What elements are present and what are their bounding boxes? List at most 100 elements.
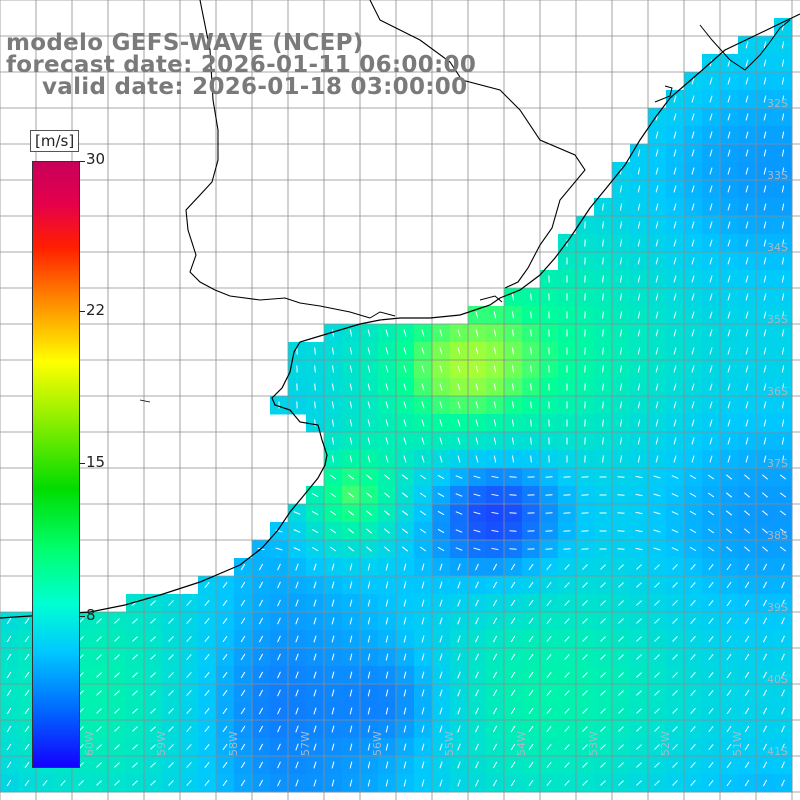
wind-arrow [691,329,695,337]
wind-arrow [114,780,120,786]
wind-arrow [439,653,443,661]
wind-arrow [311,528,319,534]
wind-arrow [114,726,120,732]
wind-arrow [619,275,623,283]
wind-arrow [186,744,192,750]
wind-arrow [745,437,749,445]
wind-arrow [455,547,463,551]
wind-arrow [331,725,335,733]
wind-arrow [673,311,677,319]
wind-arrow [745,365,749,373]
wind-arrow [563,494,571,496]
wind-arrow [690,636,696,642]
wind-arrow [637,149,641,157]
wind-arrow [563,512,571,514]
wind-arrow [602,257,604,265]
wind-arrow [726,581,732,589]
wind-arrow [727,347,731,355]
wind-arrow [636,744,642,750]
wind-arrow [564,600,570,606]
wind-arrow [619,383,623,391]
wind-arrow [726,563,732,571]
wind-arrow [619,311,623,319]
wind-arrow [672,708,678,714]
wind-arrow [401,492,409,498]
wind-arrow [602,365,604,373]
wind-arrow [708,653,714,661]
wind-arrow [726,743,732,751]
wind-arrow [510,725,516,733]
wind-arrow [492,635,498,643]
wind-arrow [367,599,371,607]
lat-label: 40S [767,673,788,686]
wind-arrow [132,636,138,642]
wind-arrow [295,653,299,661]
wind-arrow [691,365,695,373]
wind-arrow [637,401,641,409]
wind-arrow [367,401,371,409]
wind-arrow [457,599,461,607]
wind-arrow [510,653,516,661]
wind-arrow [582,564,588,570]
wind-arrow [439,347,443,355]
wind-arrow [6,671,12,679]
wind-arrow [510,671,516,679]
wind-arrow [781,419,785,427]
wind-arrow [258,707,264,715]
wind-arrow [475,725,479,733]
wind-arrow [708,725,714,733]
wind-arrow [637,203,641,211]
wind-arrow [277,743,281,751]
wind-arrow [168,762,174,768]
wind-arrow [168,600,174,606]
wind-arrow [727,95,731,103]
wind-arrow [744,510,750,516]
wind-arrow [403,581,407,589]
wind-arrow [617,530,625,532]
wind-arrow [295,761,299,769]
wind-arrow [763,293,767,301]
colorbar-tick-label: 30 [86,150,106,168]
wind-arrow [619,329,623,337]
wind-arrow [439,437,443,445]
wind-arrow [636,726,642,732]
wind-arrow [295,671,299,679]
wind-arrow [240,635,246,643]
wind-arrow [493,383,497,391]
wind-arrow [349,347,353,355]
wind-arrow [168,690,174,696]
wind-arrow [349,779,353,787]
wind-arrow [781,113,785,121]
wind-arrow [673,239,677,247]
wind-arrow [258,617,264,625]
lon-label: 57W [299,731,312,756]
wind-arrow [150,618,156,624]
wind-arrow [745,401,749,409]
wind-arrow [295,725,299,733]
wind-arrow [564,672,570,678]
wind-arrow [618,618,624,624]
wind-arrow [204,779,210,787]
wind-arrow [763,203,767,211]
wind-arrow [563,476,571,478]
wind-arrow [457,743,461,751]
wind-arrow [492,707,498,715]
wind-arrow [367,365,371,373]
wind-arrow [653,475,661,479]
wind-arrow [475,581,479,589]
wind-arrow [439,383,443,391]
wind-arrow [313,581,317,589]
wind-arrow [475,689,479,697]
wind-arrow [708,707,714,715]
lon-label: 60W [83,731,96,756]
wind-arrow [618,582,624,588]
wind-arrow [655,365,659,373]
wind-arrow [781,77,785,85]
wind-arrow [96,672,102,678]
wind-arrow [491,547,499,551]
wind-arrow [204,743,210,751]
wind-arrow [564,744,570,750]
wind-arrow [781,743,785,751]
wind-arrow [564,654,570,660]
